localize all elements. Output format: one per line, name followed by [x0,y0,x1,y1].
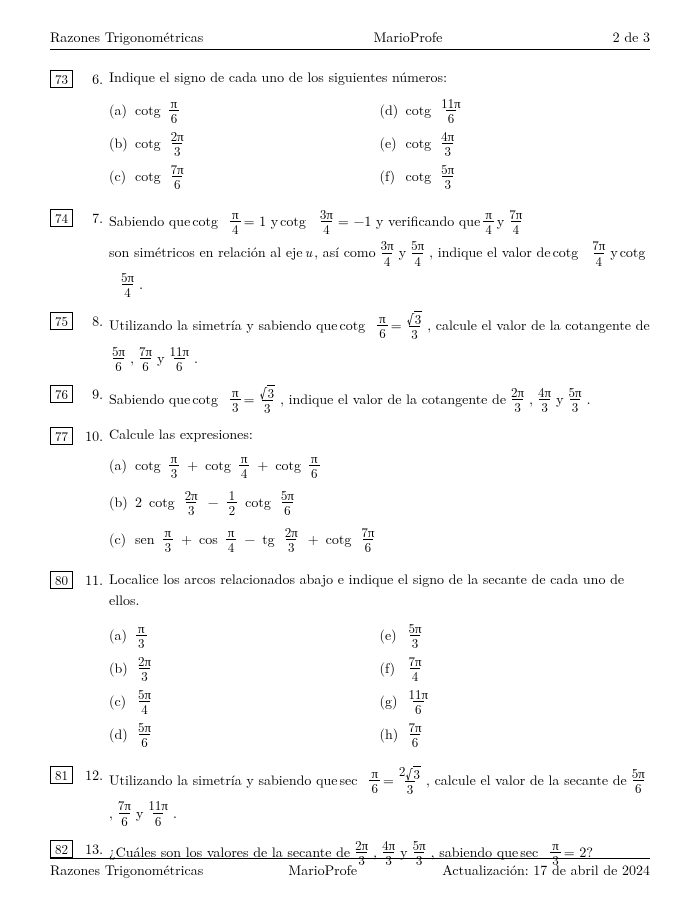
sub-a: (a)cotg π6 [109,96,380,126]
problem-tag: 81 [50,766,73,784]
footer-right: Actualización: 17 de abril de 2024 [442,861,650,880]
problem-77: 77 10. Calcule las expresiones: (a) cotg… [50,425,650,559]
sub-e: (e)cotg 4π3 [380,129,651,159]
header-center: MarioProfe [374,28,443,47]
problem-text: Sabiendo que cotg π3 = √33 , indique el … [109,383,650,415]
problem-number: 8. [81,312,103,331]
problem-number: 11. [81,571,103,590]
content: 73 6. Indique el signo de cada uno de lo… [50,68,650,868]
col-left: (a)π3 (b)2π3 (c)5π4 (d)5π6 [109,617,380,752]
problem-number: 12. [81,766,103,785]
problem-text: Sabiendo que cotg π4 = 1 y cotg 3π4 = −1… [109,207,650,300]
sub-b: (b) 2 cotg 2π3 − 12 cotg 5π6 [109,485,650,519]
header-left: Razones Trigonométricas [50,28,203,47]
sub-f: (f)7π4 [380,653,651,683]
problem-text: Localice los arcos relacionados abajo e … [109,569,650,754]
problem-number: 6. [81,70,103,89]
problem-tag: 74 [50,209,73,227]
problem-tag: 76 [50,385,73,403]
problem-number: 7. [81,209,103,228]
problem-number: 9. [81,385,103,404]
col-right: (e)5π3 (f)7π4 (g)11π6 (h)7π6 [380,617,651,752]
problem-statement: Localice los arcos relacionados abajo e … [109,569,650,611]
sub-e: (e)5π3 [380,620,651,650]
sub-b: (b)cotg 2π3 [109,129,380,159]
problem-text: Utilizando la simetría y sabiendo que co… [109,310,650,374]
sub-c: (c) sen π3 + cos π4 − tg 2π3 + cotg 7π6 [109,522,650,556]
problem-80: 80 11. Localice los arcos relacionados a… [50,569,650,754]
problem-text: Calcule las expresiones: (a) cotg π3 + c… [109,425,650,559]
subitems: (a) cotg π3 + cotg π4 + cotg π6 (b) 2 co… [109,448,650,556]
problem-81: 81 12. Utilizando la simetría y sabiendo… [50,764,650,828]
problem-statement: Calcule las expresiones: [109,425,650,444]
problem-number: 10. [81,427,103,446]
sub-a: (a) cotg π3 + cotg π4 + cotg π6 [109,448,650,482]
problem-tag: 77 [50,427,73,445]
problem-76: 76 9. Sabiendo que cotg π3 = √33 , indiq… [50,383,650,415]
problem-74: 74 7. Sabiendo que cotg π4 = 1 y cotg 3π… [50,207,650,300]
sub-a: (a)π3 [109,620,380,650]
sub-c: (c)5π4 [109,686,380,716]
problem-tag: 73 [50,70,73,88]
col-right: (d)cotg 11π6 (e)cotg 4π3 (f)cotg 5π3 [380,93,651,195]
problem-75: 75 8. Utilizando la simetría y sabiendo … [50,310,650,374]
sub-f: (f)cotg 5π3 [380,162,651,192]
sub-b: (b)2π3 [109,653,380,683]
problem-tag: 82 [50,840,73,858]
problem-text: Indique el signo de cada uno de los sigu… [109,68,650,197]
problem-text: Utilizando la simetría y sabiendo que se… [109,764,650,828]
sub-h: (h)7π6 [380,719,651,749]
footer-center: MarioProfe [288,861,357,880]
sub-d: (d)cotg 11π6 [380,96,651,126]
page-footer: Razones Trigonométricas MarioProfe Actua… [50,858,650,882]
problem-statement: Indique el signo de cada uno de los sigu… [109,68,650,87]
col-left: (a)cotg π6 (b)cotg 2π3 (c)cotg 7π6 [109,93,380,195]
page-header: Razones Trigonométricas MarioProfe 2 de … [50,28,650,50]
problem-number: 13. [81,840,103,859]
subitems: (a)cotg π6 (b)cotg 2π3 (c)cotg 7π6 (d)co… [109,93,650,195]
sub-c: (c)cotg 7π6 [109,162,380,192]
problem-tag: 75 [50,312,73,330]
subitems: (a)π3 (b)2π3 (c)5π4 (d)5π6 (e)5π3 (f)7π4… [109,617,650,752]
header-right: 2 de 3 [613,28,650,47]
problem-73: 73 6. Indique el signo de cada uno de lo… [50,68,650,197]
sub-d: (d)5π6 [109,719,380,749]
footer-left: Razones Trigonométricas [50,861,203,880]
problem-tag: 80 [50,571,73,589]
sub-g: (g)11π6 [380,686,651,716]
